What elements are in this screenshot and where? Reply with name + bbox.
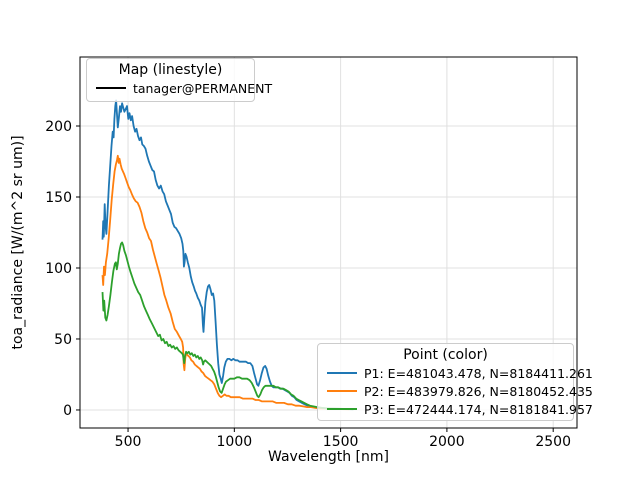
legend-point-entry-p1: P1: E=481043.478, N=8184411.261 xyxy=(318,364,593,382)
x-tick-label: 1500 xyxy=(323,434,359,450)
legend-point-entry-p3-label: P3: E=472444.174, N=8181841.957 xyxy=(364,401,593,417)
y-tick-label: 200 xyxy=(45,119,72,135)
x-tick-label: 2500 xyxy=(535,434,571,450)
series-line-p1 xyxy=(101,99,354,411)
y-tick-label: 50 xyxy=(54,332,72,348)
legend-point: Point (color) P1: E=481043.478, N=818441… xyxy=(317,343,593,421)
p2-line-sample-icon xyxy=(327,390,357,392)
legend-map-entry: tanager@PERMANENT xyxy=(87,79,272,97)
x-axis-label: Wavelength [nm] xyxy=(268,449,389,465)
legend-map: Map (linestyle) tanager@PERMANENT xyxy=(86,58,272,102)
legend-point-entry-p3: P3: E=472444.174, N=8181841.957 xyxy=(318,400,593,418)
x-tick-label: 2000 xyxy=(429,434,465,450)
y-tick-label: 150 xyxy=(45,190,72,206)
legend-point-entry-p1-label: P1: E=481043.478, N=8184411.261 xyxy=(364,365,593,381)
series-line-p3 xyxy=(101,241,354,411)
legend-map-entry-label: tanager@PERMANENT xyxy=(133,80,273,96)
x-tick-label: 1000 xyxy=(217,434,253,450)
axes-spines xyxy=(79,56,578,429)
p1-line-sample-icon xyxy=(327,372,357,374)
legend-map-title: Map (linestyle) xyxy=(118,62,223,78)
legend-point-entry-p2-label: P2: E=483979.826, N=8180452.435 xyxy=(364,383,593,399)
y-tick-label: 0 xyxy=(63,403,72,419)
p3-line-sample-icon xyxy=(327,408,357,410)
map-line-sample-icon xyxy=(96,87,126,89)
series-line-p2 xyxy=(101,154,350,411)
legend-point-title: Point (color) xyxy=(403,347,488,363)
y-tick-label: 100 xyxy=(45,261,72,277)
y-axis-label: toa_radiance [W/(m^2 sr um)] xyxy=(10,135,26,349)
x-tick-label: 500 xyxy=(115,434,142,450)
legend-point-entry-p2: P2: E=483979.826, N=8180452.435 xyxy=(318,382,593,400)
